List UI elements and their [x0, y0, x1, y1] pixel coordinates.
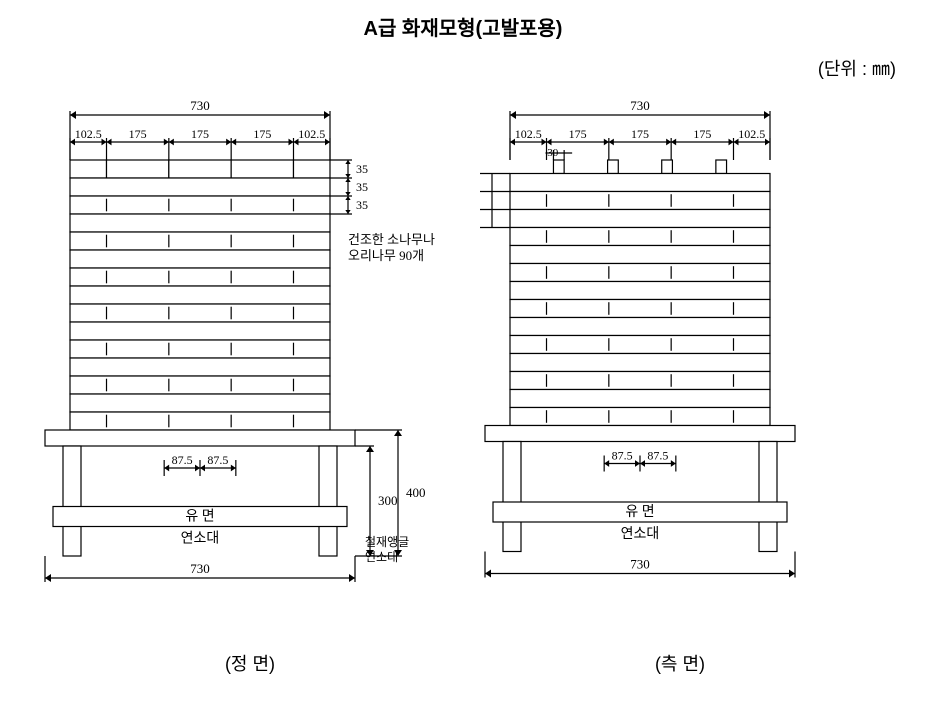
- svg-text:87.5: 87.5: [647, 449, 668, 463]
- svg-text:730: 730: [190, 98, 210, 113]
- svg-text:175: 175: [693, 127, 711, 141]
- svg-text:오리나무 90개: 오리나무 90개: [348, 248, 424, 263]
- svg-text:102.5: 102.5: [298, 127, 325, 141]
- svg-text:유 면: 유 면: [185, 509, 214, 525]
- svg-text:87.5: 87.5: [172, 453, 193, 467]
- svg-text:87.5: 87.5: [207, 453, 228, 467]
- diagram-title: A급 화재모형(고발포용): [0, 0, 926, 41]
- svg-text:102.5: 102.5: [515, 127, 542, 141]
- svg-text:건조한 소나무나: 건조한 소나무나: [348, 232, 435, 247]
- svg-text:연소대: 연소대: [365, 550, 398, 564]
- svg-text:175: 175: [253, 127, 271, 141]
- svg-text:175: 175: [631, 127, 649, 141]
- svg-text:연소대: 연소대: [621, 526, 660, 542]
- svg-text:300: 300: [378, 493, 398, 508]
- diagram-canvas: 유 면연소대 730 102.5 175 175 175 102.5 35 35 35 건조한 소나…: [40, 90, 886, 670]
- svg-text:87.5: 87.5: [612, 449, 633, 463]
- svg-text:철재앵글: 철재앵글: [365, 535, 409, 549]
- unit-label: (단위 : ㎜): [818, 55, 896, 81]
- svg-text:35: 35: [356, 162, 368, 176]
- svg-text:유 면: 유 면: [625, 504, 654, 520]
- svg-text:175: 175: [191, 127, 209, 141]
- svg-text:35: 35: [356, 198, 368, 212]
- svg-text:102.5: 102.5: [738, 127, 765, 141]
- svg-text:연소대: 연소대: [181, 531, 220, 547]
- front-view-label: (정 면): [150, 650, 350, 676]
- svg-text:730: 730: [190, 561, 210, 576]
- diagram-svg: 유 면연소대 730 102.5 175 175 175 102.5 35 35 35 건조한 소나…: [40, 90, 886, 670]
- svg-text:730: 730: [630, 557, 650, 572]
- side-view: 유 면연소대730102.5175175175102.53087.587.573…: [480, 98, 795, 578]
- svg-text:175: 175: [129, 127, 147, 141]
- svg-text:400: 400: [406, 485, 426, 500]
- svg-text:730: 730: [630, 98, 650, 113]
- svg-text:35: 35: [356, 180, 368, 194]
- side-view-label: (측 면): [580, 650, 780, 676]
- front-view: 유 면연소대 730 102.5 175 175 175 102.5 35 35 35 건조한 소나…: [45, 98, 435, 582]
- svg-text:175: 175: [569, 127, 587, 141]
- svg-text:102.5: 102.5: [75, 127, 102, 141]
